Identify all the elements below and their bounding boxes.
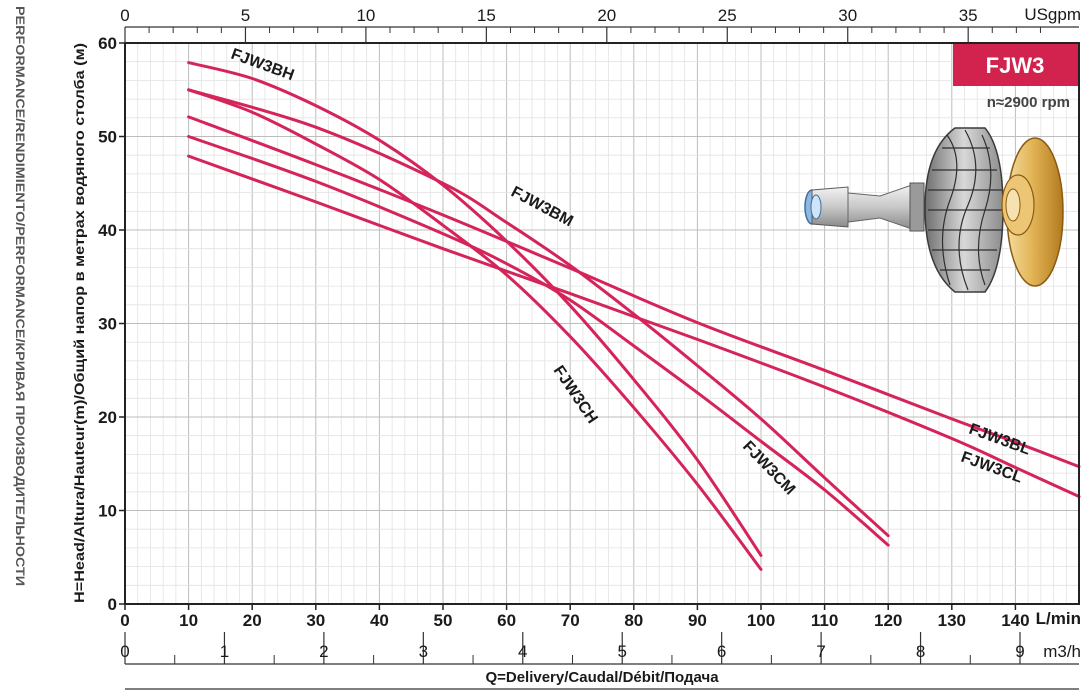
y-tick-label: 40	[98, 221, 117, 240]
m3h-tick-label: 6	[717, 642, 726, 661]
model-badge-text: FJW3	[986, 53, 1045, 78]
usgpm-tick-label: 25	[718, 6, 737, 25]
lmin-tick-label: 110	[811, 611, 838, 630]
m3h-tick-label: 0	[120, 642, 129, 661]
m3h-tick-label: 8	[916, 642, 925, 661]
performance-curves	[187, 61, 1081, 571]
lmin-tick-label: 30	[306, 611, 325, 630]
pump-impeller-illustration	[804, 127, 1064, 293]
curve-fjw3bh	[187, 61, 763, 557]
usgpm-tick-label: 15	[477, 6, 496, 25]
y-axis-ticks: 0 10 20 30 40 50 60	[98, 34, 125, 614]
curve-fjw3bm	[187, 88, 890, 538]
lmin-tick-label: 100	[747, 611, 775, 630]
m3h-unit-label: m3/h	[1043, 642, 1081, 661]
x-axis-title: Q=Delivery/Caudal/Débit/Подача	[485, 669, 719, 686]
m3h-tick-label: 4	[518, 642, 527, 661]
lmin-tick-label: 0	[120, 611, 129, 630]
curve-fjw3ch	[187, 88, 763, 571]
lmin-tick-label: 80	[624, 611, 643, 630]
lmin-tick-label: 140	[1001, 611, 1029, 630]
lmin-tick-label: 50	[434, 611, 453, 630]
m3h-tick-label: 3	[419, 642, 428, 661]
m3h-tick-label: 7	[816, 642, 825, 661]
y-axis-title: H=Head/Altura/Hauteur(m)/Общий напор в м…	[71, 43, 87, 603]
m3h-tick-label: 2	[319, 642, 328, 661]
lmin-tick-label: 40	[370, 611, 389, 630]
usgpm-unit-label: USgpm	[1024, 5, 1081, 24]
y-tick-label: 0	[108, 595, 117, 614]
usgpm-axis-ticks: 0 5 10 15 20 25 30 35	[120, 6, 1041, 43]
lmin-tick-label: 70	[561, 611, 580, 630]
grid-lines	[125, 43, 1079, 604]
lmin-tick-label: 20	[243, 611, 262, 630]
usgpm-tick-label: 10	[356, 6, 375, 25]
side-performance-label: PERFORMANCE/RENDIMIENTO/PERFORMANCE/КРИВ…	[13, 6, 25, 586]
lmin-tick-label: 120	[874, 611, 902, 630]
curve-fjw3cl	[187, 154, 1081, 498]
lmin-tick-label: 90	[688, 611, 707, 630]
m3h-tick-label: 5	[617, 642, 626, 661]
lmin-unit-label: L/min	[1036, 609, 1081, 628]
lmin-axis-ticks: 0 10 20 30 40 50 60 70 80 90 100 110 120 130 140	[120, 604, 1030, 630]
lmin-tick-label: 130	[938, 611, 966, 630]
y-tick-label: 60	[98, 34, 117, 53]
m3h-tick-label: 9	[1015, 642, 1024, 661]
speed-note: n≈2900 rpm	[987, 94, 1070, 111]
m3h-axis-ticks: 0 1 2 3 4 5 6 7 8 9	[120, 632, 1025, 664]
y-tick-label: 10	[98, 502, 117, 521]
lmin-tick-label: 10	[179, 611, 198, 630]
usgpm-tick-label: 0	[120, 6, 129, 25]
m3h-tick-label: 1	[220, 642, 229, 661]
curve-fjw3cm	[187, 135, 890, 547]
y-tick-label: 30	[98, 315, 117, 334]
model-badge	[953, 44, 1078, 86]
lmin-tick-label: 60	[497, 611, 516, 630]
curve-fjw3bl	[187, 115, 1081, 469]
usgpm-tick-label: 5	[241, 6, 250, 25]
usgpm-tick-label: 20	[597, 6, 616, 25]
y-tick-label: 50	[98, 128, 117, 147]
usgpm-tick-label: 30	[838, 6, 857, 25]
y-tick-label: 20	[98, 408, 117, 427]
usgpm-tick-label: 35	[959, 6, 978, 25]
